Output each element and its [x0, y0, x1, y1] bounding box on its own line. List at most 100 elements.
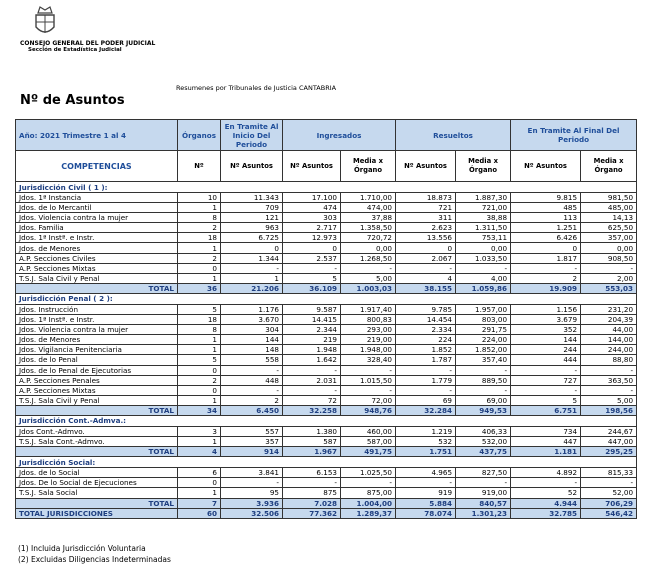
- cell: -: [220, 364, 283, 376]
- cell: 803,00: [455, 314, 512, 326]
- cell: 72,00: [339, 394, 397, 406]
- cell: 6.725: [220, 232, 283, 244]
- cell: 1.380: [282, 425, 341, 438]
- cell: 1.004,00: [339, 497, 397, 509]
- cell: 1.015,50: [339, 374, 397, 386]
- cell: 875: [282, 487, 341, 499]
- cell: 406,33: [455, 425, 512, 438]
- cell: 1: [220, 272, 283, 284]
- cell: 224,00: [455, 334, 512, 346]
- cell: 357: [220, 436, 283, 448]
- data-row: A.P. Secciones Civiles 2 1.344 2.537 1.268,5…: [15, 252, 638, 264]
- cell: 3: [177, 425, 221, 438]
- cell: -: [510, 477, 582, 489]
- cell: 14,13: [580, 212, 638, 224]
- cell: Jdos. de lo Social: [15, 467, 178, 479]
- cell: 919,00: [455, 487, 512, 499]
- cell: 32.258: [282, 404, 341, 416]
- cell: 7: [177, 497, 221, 509]
- data-row: A.P. Secciones Mixtas 0- - - - - - -: [15, 384, 638, 396]
- cell: 1.852: [395, 344, 457, 356]
- gt: TOTAL JURISDICCIONES 60 32.506 77.362 1.289,…: [15, 507, 638, 519]
- cell: 4: [395, 272, 457, 284]
- cell: 1.289,37: [339, 507, 397, 519]
- cell: 4.965: [395, 467, 457, 479]
- data-row: Jdos. de lo Mercantil 1 709 474 474,00 721 721…: [15, 202, 638, 214]
- cell: Jdos. Violencia contra la mujer: [15, 324, 178, 336]
- cell: 219: [282, 334, 341, 346]
- cell: 2.031: [282, 374, 341, 386]
- cell: 6.153: [282, 467, 341, 479]
- footnote: (1) Incluida Jurisdicción Voluntaria: [18, 544, 146, 553]
- cell: 144,00: [580, 334, 638, 346]
- cell: 889,50: [455, 374, 512, 386]
- cell: Jurisdicción Social:: [14, 456, 638, 469]
- cell: Jdos. Vigilancia Penitenciaria: [15, 344, 178, 356]
- sec: Jurisdicción Penal ( 2 ):: [14, 292, 638, 305]
- cell: 6.426: [510, 232, 582, 244]
- cell: -: [510, 262, 582, 274]
- cell: 1: [177, 344, 221, 356]
- cell: 437,75: [455, 446, 512, 458]
- cell: T.S.J. Sala Social: [15, 487, 178, 499]
- cell: 4,00: [455, 272, 512, 284]
- cell: Año: 2021 Trimestre 1 al 4: [15, 119, 178, 151]
- cell: 60: [177, 507, 221, 519]
- cell: Nº Asuntos: [220, 150, 283, 182]
- cell: 1.967: [282, 446, 341, 458]
- cell: -: [510, 364, 582, 376]
- title: Nº de Asuntos: [20, 93, 125, 108]
- tot: TOTAL 34 6.450 32.258 948,76 32.284 949,53 6.75…: [15, 404, 638, 416]
- cell: 9.815: [510, 191, 582, 204]
- cell: 357,40: [455, 354, 512, 366]
- cell: 32.506: [220, 507, 283, 519]
- cell: 5.884: [395, 497, 457, 509]
- cell: 908,50: [580, 252, 638, 264]
- cell: 2,00: [580, 272, 638, 284]
- cell: 219,00: [339, 334, 397, 346]
- cell: Media x Órgano: [455, 150, 512, 182]
- cell: 224: [395, 334, 457, 346]
- cell: 6.450: [220, 404, 283, 416]
- cell: -: [455, 262, 512, 274]
- cell: Media x Órgano: [339, 150, 397, 182]
- cell: 587,00: [339, 436, 397, 448]
- cell: Jdos. de lo Mercantil: [15, 202, 178, 214]
- cell: 304: [220, 324, 283, 336]
- cell: 18.873: [395, 191, 457, 204]
- cell: 0,00: [580, 242, 638, 254]
- cell: 6: [177, 467, 221, 479]
- data-row: Jdos. Vigilancia Penitenciaria 1 148 1.948 1…: [15, 344, 638, 356]
- cell: 38,88: [455, 212, 512, 224]
- cell: 32.785: [510, 507, 582, 519]
- cell: 5: [282, 272, 341, 284]
- cell: Jdos Cont.-Admvo.: [15, 425, 178, 438]
- cell: Jdos. 1ª Instª. e Instr.: [15, 314, 178, 326]
- cell: TOTAL: [15, 497, 178, 509]
- cell: 1.948: [282, 344, 341, 356]
- cell: 10: [177, 191, 221, 204]
- cell: 95: [220, 487, 283, 499]
- cell: 311: [395, 212, 457, 224]
- cell: 1.344: [220, 252, 283, 264]
- cell: 474: [282, 202, 341, 214]
- h1: Año: 2021 Trimestre 1 al 4 Órganos En Tram…: [15, 119, 638, 151]
- cell: Jdos. 1ª Instancia: [15, 191, 178, 204]
- cell: 5: [177, 354, 221, 366]
- cell: 144: [220, 334, 283, 346]
- data-row: T.S.J. Sala Cont.-Admvo. 1 357 587 587,00 532…: [15, 436, 638, 448]
- cell: 1.817: [510, 252, 582, 264]
- cell: 727: [510, 374, 582, 386]
- cell: 78.074: [395, 507, 457, 519]
- cell: 36: [177, 282, 221, 294]
- cell: 5,00: [339, 272, 397, 284]
- cell: 2: [177, 222, 221, 234]
- cell: 0: [177, 364, 221, 376]
- cell: 3.670: [220, 314, 283, 326]
- cell: Ingresados: [281, 119, 397, 151]
- data-table: Año: 2021 Trimestre 1 al 4 Órganos En Tram…: [14, 119, 638, 519]
- cell: 815,33: [580, 467, 638, 479]
- cell: -: [220, 262, 283, 274]
- cell: 1.787: [395, 354, 457, 366]
